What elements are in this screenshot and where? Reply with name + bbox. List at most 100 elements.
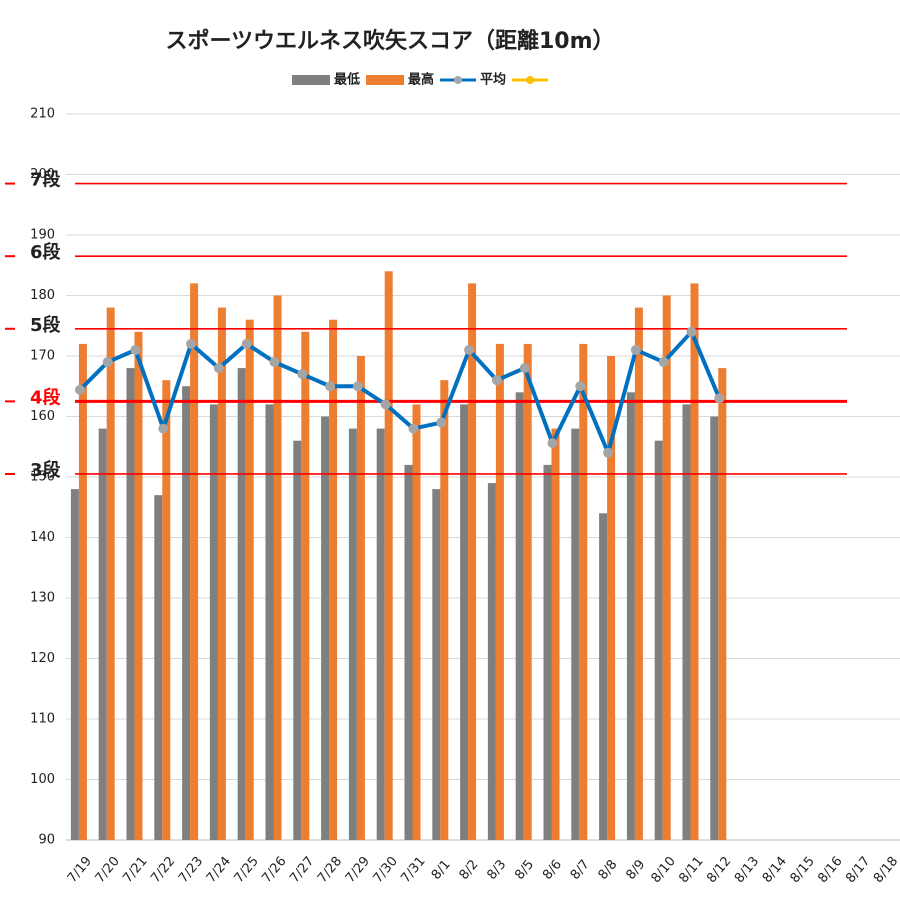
legend-marker (454, 76, 463, 84)
bar (273, 295, 282, 840)
y-tick-label: 190 (30, 228, 55, 243)
bar (571, 428, 580, 840)
legend-label: 最高 (408, 72, 434, 88)
marker (547, 438, 558, 449)
x-tick-label: 7/30 (371, 854, 401, 886)
bar (78, 343, 87, 840)
bar (162, 380, 171, 840)
x-tick-label: 8/13 (732, 854, 762, 886)
y-tick-label: 130 (30, 591, 55, 606)
bar (245, 319, 254, 840)
x-tick-label: 8/14 (760, 854, 790, 886)
bar (487, 483, 496, 840)
marker (519, 363, 530, 374)
bar (126, 368, 135, 840)
bar (321, 416, 330, 840)
bar (217, 307, 226, 841)
bar (515, 392, 524, 840)
bar (376, 428, 385, 840)
x-tick-label: 8/3 (484, 857, 509, 883)
x-tick-label: 7/31 (398, 854, 428, 886)
x-tick-label: 8/6 (540, 857, 565, 883)
marker (269, 357, 280, 368)
x-tick-label: 7/21 (120, 854, 150, 886)
x-tick-label: 8/7 (568, 857, 593, 883)
y-tick-label: 160 (30, 409, 55, 424)
y-tick-label: 100 (30, 772, 55, 787)
bar (599, 513, 608, 840)
x-tick-label: 7/28 (315, 854, 345, 886)
x-tick-label: 8/9 (623, 857, 648, 883)
x-tick-label: 7/20 (93, 854, 123, 886)
bar (682, 404, 691, 840)
bar (106, 307, 115, 841)
bar (468, 283, 477, 840)
x-tick-label: 7/19 (65, 854, 95, 886)
y-tick-label: 200 (30, 167, 55, 182)
x-tick-label: 7/27 (287, 854, 317, 886)
bar (543, 464, 552, 840)
marker (686, 326, 697, 337)
bar (348, 428, 357, 840)
y-tick-label: 210 (30, 107, 55, 122)
y-tick-label: 140 (30, 530, 55, 545)
reference-label: 5段 (30, 314, 62, 336)
x-tick-label: 8/18 (871, 854, 900, 886)
x-tick-label: 8/16 (815, 854, 845, 886)
bar (710, 416, 719, 840)
bar (329, 319, 338, 840)
x-tick-label: 7/23 (176, 854, 206, 886)
bar (190, 283, 199, 840)
bar (209, 404, 218, 840)
line (78, 329, 722, 455)
x-tick-label: 8/15 (788, 854, 818, 886)
legend-swatch (292, 75, 330, 85)
x-tick-label: 8/5 (512, 857, 537, 883)
bar (626, 392, 635, 840)
marker (408, 423, 419, 434)
bar (440, 380, 449, 840)
bar (237, 368, 246, 840)
marker (130, 344, 141, 355)
x-tick-label: 8/10 (649, 854, 679, 886)
y-tick-label: 90 (38, 833, 55, 848)
x-tick-label: 8/17 (843, 854, 873, 886)
marker (74, 384, 85, 395)
x-tick-label: 7/24 (204, 854, 234, 886)
chart-title: スポーツウエルネス吹矢スコア（距離10m） (165, 28, 614, 54)
bar (412, 404, 421, 840)
bar (301, 331, 310, 840)
bar (98, 428, 107, 840)
bar (134, 331, 143, 840)
marker (241, 338, 252, 349)
marker (603, 447, 614, 458)
marker (658, 357, 669, 368)
bar (690, 283, 699, 840)
bar (384, 271, 393, 840)
legend-marker (526, 76, 535, 84)
marker (102, 357, 113, 368)
bar (70, 489, 79, 840)
y-tick-label: 150 (30, 470, 55, 485)
reference-label: 4段 (30, 386, 62, 408)
bar (551, 428, 560, 840)
bar (634, 307, 643, 841)
reference-label: 3段 (30, 459, 62, 481)
bar (432, 489, 441, 840)
marker (491, 375, 502, 386)
bar (404, 464, 413, 840)
marker (213, 363, 224, 374)
bar (654, 440, 663, 840)
x-tick-label: 8/8 (596, 857, 621, 883)
legend-label: 平均 (480, 72, 506, 88)
bar (579, 343, 588, 840)
marker (380, 399, 391, 410)
legend-label: 最低 (334, 72, 360, 88)
marker (352, 381, 363, 392)
reference-label: 7段 (30, 169, 62, 191)
x-tick-label: 8/12 (704, 854, 734, 886)
x-tick-label: 7/26 (259, 854, 289, 886)
x-tick-label: 7/29 (343, 854, 373, 886)
y-tick-label: 110 (30, 712, 55, 727)
